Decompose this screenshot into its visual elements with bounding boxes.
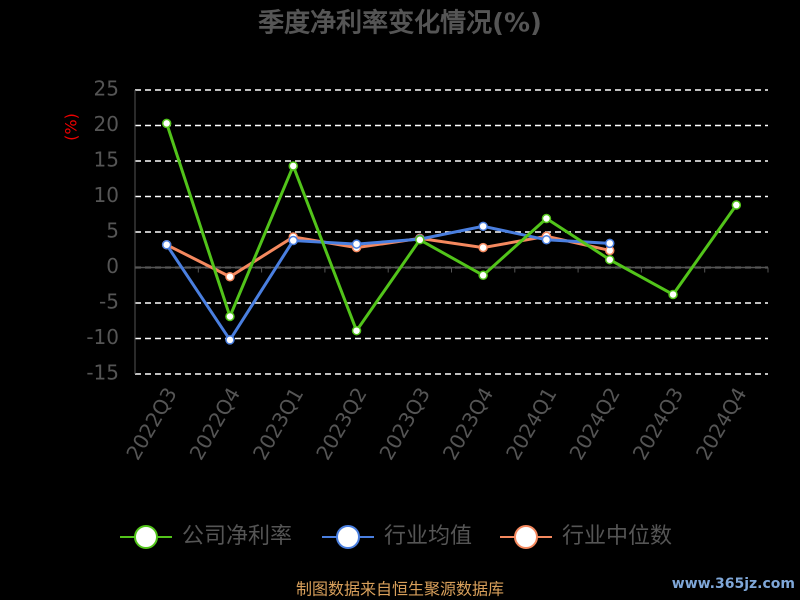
- y-tick-label: 25: [94, 77, 119, 101]
- data-point: [541, 235, 552, 245]
- source-note: 制图数据来自恒生聚源数据库: [296, 580, 504, 599]
- data-point: [288, 235, 298, 246]
- legend-marker: [336, 525, 360, 549]
- chart-title: 季度净利率变化情况(%): [258, 8, 542, 39]
- legend-marker: [134, 525, 158, 549]
- data-point: [225, 335, 235, 345]
- data-point: [605, 238, 615, 249]
- data-point: [478, 242, 488, 253]
- y-tick-label: 10: [94, 183, 119, 207]
- data-point: [161, 118, 172, 129]
- y-tick-label: -15: [86, 361, 119, 385]
- data-point: [161, 240, 172, 250]
- series-line: [165, 224, 610, 343]
- data-point: [351, 239, 362, 249]
- legend-marker: [514, 525, 538, 549]
- y-tick-label: 5: [106, 219, 119, 243]
- data-point: [351, 325, 362, 336]
- data-point: [225, 271, 235, 282]
- data-point: [478, 221, 488, 232]
- data-point: [478, 270, 488, 281]
- watermark: www.365jz.com: [672, 576, 795, 592]
- data-point: [668, 289, 678, 300]
- legend-label: 公司净利率: [182, 524, 292, 549]
- y-tick-label: -5: [99, 290, 119, 314]
- data-point: [225, 311, 235, 322]
- y-tick-label: 0: [106, 254, 119, 278]
- legend-label: 行业均值: [384, 524, 472, 549]
- legend-label: 行业中位数: [562, 524, 672, 549]
- y-tick-label: -10: [86, 325, 119, 349]
- data-point: [605, 254, 615, 265]
- y-tick-label: 15: [94, 148, 119, 172]
- data-point: [541, 213, 552, 224]
- data-point: [415, 235, 425, 245]
- y-axis-label: (%): [62, 113, 81, 141]
- y-tick-label: 20: [94, 112, 119, 136]
- data-point: [288, 161, 298, 171]
- series-line: [165, 122, 738, 334]
- data-point: [731, 200, 742, 210]
